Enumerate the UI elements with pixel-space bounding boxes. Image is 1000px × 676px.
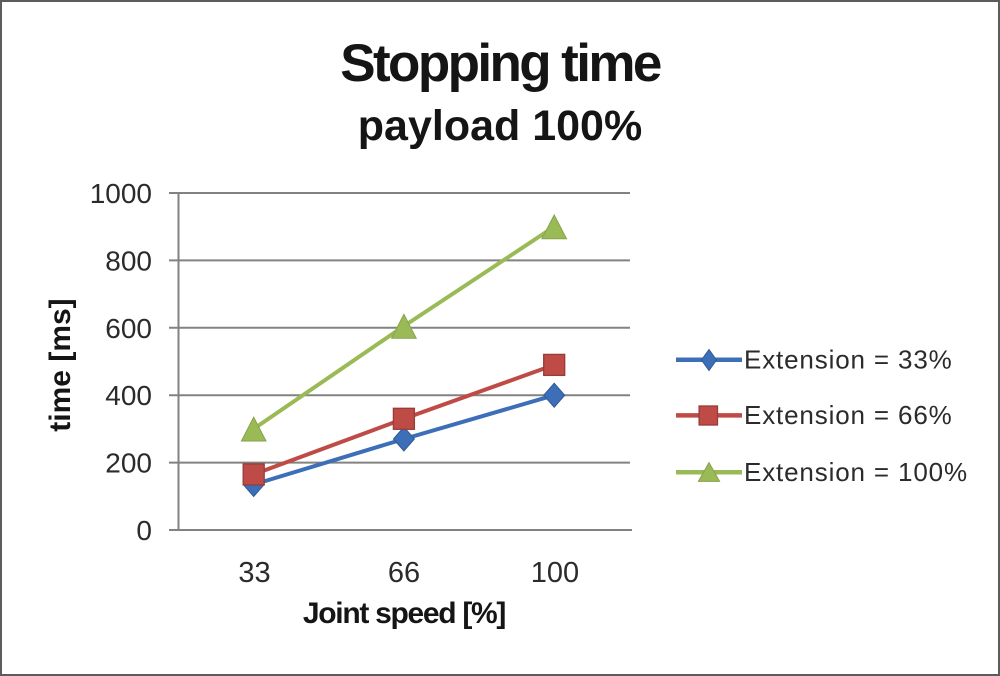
svg-text:400: 400 — [105, 380, 152, 411]
svg-text:100: 100 — [531, 557, 579, 589]
svg-text:Extension = 33%: Extension = 33% — [744, 344, 953, 374]
svg-text:33: 33 — [238, 557, 270, 589]
svg-text:600: 600 — [105, 313, 152, 344]
svg-text:Joint speed [%]: Joint speed [%] — [303, 597, 505, 630]
svg-text:800: 800 — [105, 245, 152, 276]
svg-text:payload 100%: payload 100% — [358, 102, 642, 150]
svg-text:Extension = 100%: Extension = 100% — [744, 457, 968, 487]
svg-text:Extension = 66%: Extension = 66% — [744, 400, 953, 430]
svg-text:66: 66 — [388, 557, 420, 589]
svg-text:time [ms]: time [ms] — [44, 298, 77, 431]
svg-text:1000: 1000 — [90, 178, 152, 209]
svg-text:Stopping time: Stopping time — [340, 34, 661, 93]
svg-text:0: 0 — [136, 515, 152, 546]
svg-text:200: 200 — [105, 448, 152, 479]
